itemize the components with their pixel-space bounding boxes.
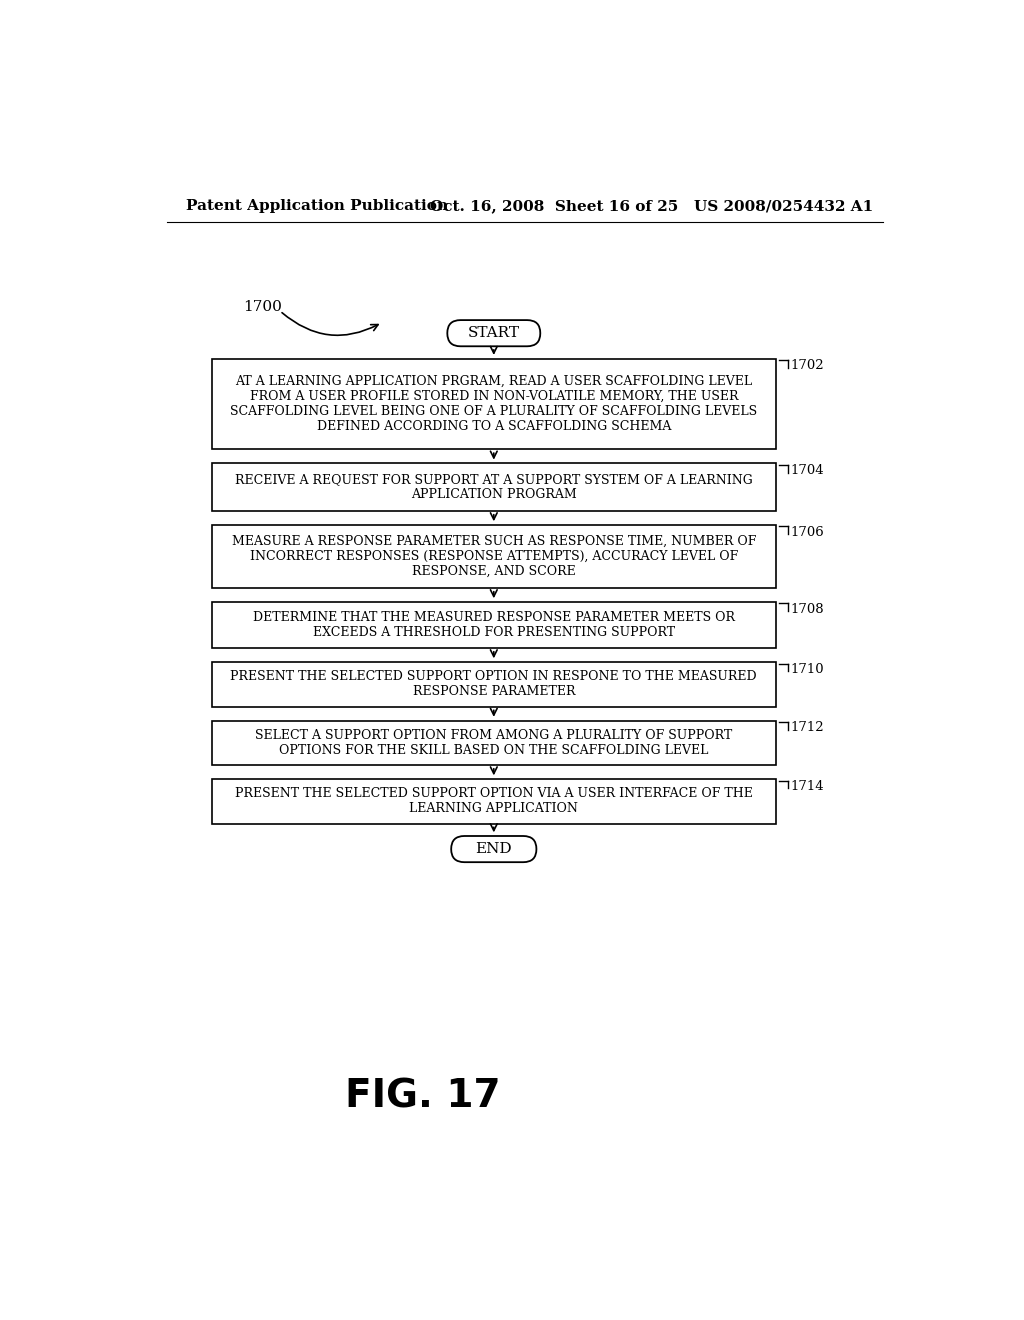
Text: 1704: 1704 bbox=[791, 465, 824, 477]
FancyBboxPatch shape bbox=[447, 321, 541, 346]
Text: END: END bbox=[475, 842, 512, 857]
FancyBboxPatch shape bbox=[212, 359, 776, 449]
Text: SELECT A SUPPORT OPTION FROM AMONG A PLURALITY OF SUPPORT
OPTIONS FOR THE SKILL : SELECT A SUPPORT OPTION FROM AMONG A PLU… bbox=[255, 729, 732, 756]
Text: Oct. 16, 2008  Sheet 16 of 25: Oct. 16, 2008 Sheet 16 of 25 bbox=[430, 199, 679, 213]
FancyBboxPatch shape bbox=[212, 525, 776, 589]
FancyBboxPatch shape bbox=[212, 779, 776, 824]
Text: PRESENT THE SELECTED SUPPORT OPTION IN RESPONE TO THE MEASURED
RESPONSE PARAMETE: PRESENT THE SELECTED SUPPORT OPTION IN R… bbox=[230, 671, 757, 698]
Text: FIG. 17: FIG. 17 bbox=[345, 1077, 501, 1115]
Text: PRESENT THE SELECTED SUPPORT OPTION VIA A USER INTERFACE OF THE
LEARNING APPLICA: PRESENT THE SELECTED SUPPORT OPTION VIA … bbox=[234, 787, 753, 816]
Text: 1712: 1712 bbox=[791, 721, 824, 734]
Text: AT A LEARNING APPLICATION PRGRAM, READ A USER SCAFFOLDING LEVEL
FROM A USER PROF: AT A LEARNING APPLICATION PRGRAM, READ A… bbox=[230, 375, 758, 433]
Text: START: START bbox=[468, 326, 520, 341]
Text: RECEIVE A REQUEST FOR SUPPORT AT A SUPPORT SYSTEM OF A LEARNING
APPLICATION PROG: RECEIVE A REQUEST FOR SUPPORT AT A SUPPO… bbox=[234, 473, 753, 502]
Text: US 2008/0254432 A1: US 2008/0254432 A1 bbox=[693, 199, 873, 213]
FancyBboxPatch shape bbox=[212, 721, 776, 766]
Text: 1714: 1714 bbox=[791, 780, 824, 793]
FancyBboxPatch shape bbox=[212, 663, 776, 706]
Text: 1710: 1710 bbox=[791, 663, 824, 676]
Text: 1702: 1702 bbox=[791, 359, 824, 372]
FancyBboxPatch shape bbox=[212, 602, 776, 648]
Text: Patent Application Publication: Patent Application Publication bbox=[186, 199, 449, 213]
Text: MEASURE A RESPONSE PARAMETER SUCH AS RESPONSE TIME, NUMBER OF
INCORRECT RESPONSE: MEASURE A RESPONSE PARAMETER SUCH AS RES… bbox=[231, 535, 756, 578]
Text: 1708: 1708 bbox=[791, 603, 824, 615]
FancyArrowPatch shape bbox=[282, 313, 378, 335]
Text: DETERMINE THAT THE MEASURED RESPONSE PARAMETER MEETS OR
EXCEEDS A THRESHOLD FOR : DETERMINE THAT THE MEASURED RESPONSE PAR… bbox=[253, 611, 735, 639]
FancyBboxPatch shape bbox=[452, 836, 537, 862]
Text: 1700: 1700 bbox=[243, 300, 282, 314]
FancyBboxPatch shape bbox=[212, 463, 776, 511]
Text: 1706: 1706 bbox=[791, 525, 824, 539]
